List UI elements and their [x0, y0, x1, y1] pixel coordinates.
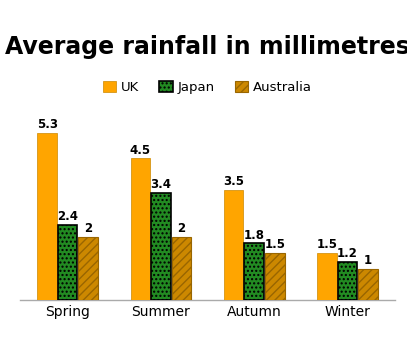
- Text: 1: 1: [364, 254, 372, 267]
- Bar: [265, 253, 284, 300]
- Text: 5.3: 5.3: [37, 118, 58, 131]
- Title: Average rainfall in millimetres: Average rainfall in millimetres: [5, 35, 407, 59]
- Bar: [58, 224, 77, 300]
- Text: 3.5: 3.5: [223, 175, 244, 188]
- Text: 2: 2: [84, 222, 92, 235]
- Text: 2.4: 2.4: [57, 210, 78, 223]
- Bar: [131, 159, 150, 300]
- Bar: [37, 133, 57, 300]
- Bar: [317, 253, 337, 300]
- Bar: [79, 237, 98, 300]
- Text: 1.2: 1.2: [337, 248, 358, 261]
- Text: 1.5: 1.5: [317, 238, 337, 251]
- Bar: [224, 190, 243, 300]
- Bar: [338, 262, 357, 300]
- Text: 1.8: 1.8: [244, 228, 265, 241]
- Text: 3.4: 3.4: [151, 178, 171, 191]
- Text: 4.5: 4.5: [130, 144, 151, 157]
- Bar: [151, 193, 171, 300]
- Bar: [358, 269, 378, 300]
- Bar: [245, 243, 264, 300]
- Legend: UK, Japan, Australia: UK, Japan, Australia: [98, 75, 317, 99]
- Bar: [172, 237, 191, 300]
- Text: 2: 2: [177, 222, 186, 235]
- Text: 1.5: 1.5: [264, 238, 285, 251]
